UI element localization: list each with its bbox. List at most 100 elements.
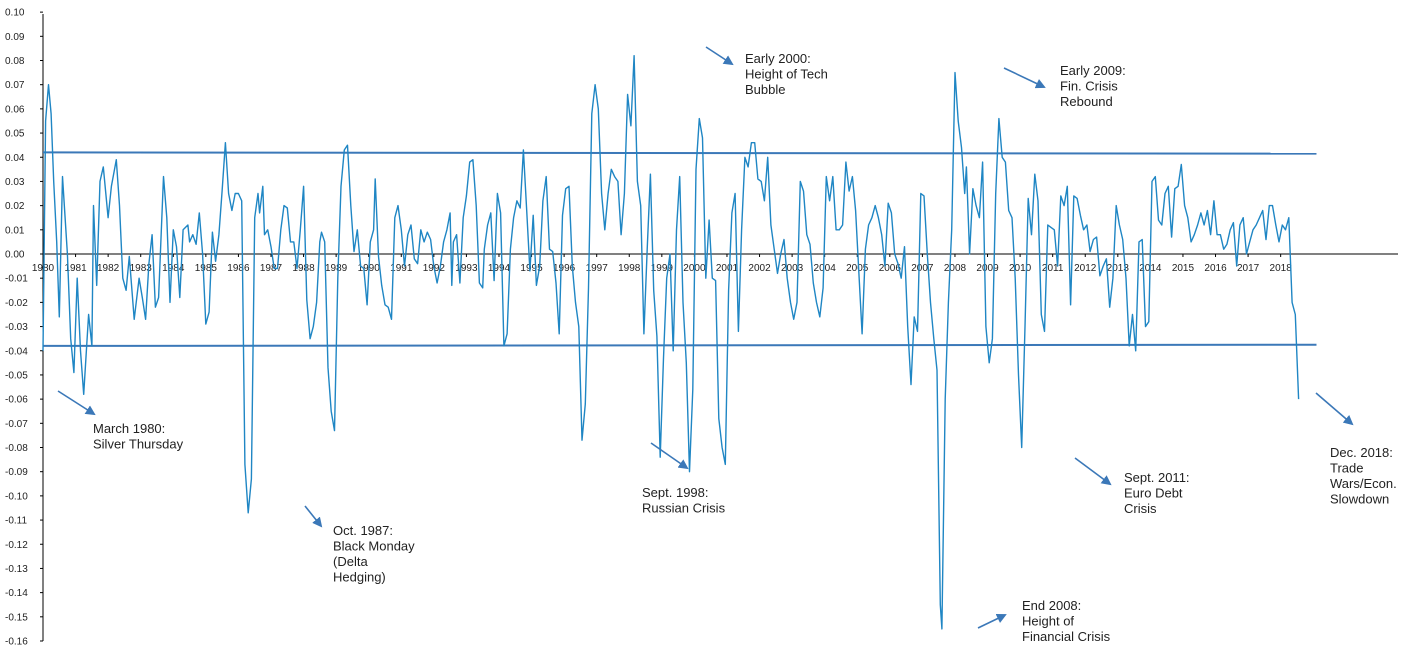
y-tick-label: 0.00 <box>5 250 25 261</box>
annotation-arrow <box>705 46 734 66</box>
annotation-arrow <box>304 505 323 528</box>
x-tick-label: 2003 <box>781 263 804 274</box>
y-tick-label: -0.13 <box>5 564 28 575</box>
annotation-text-line: Slowdown <box>1330 492 1389 507</box>
upper-threshold-line <box>42 151 1317 155</box>
x-tick-label: 2001 <box>716 263 739 274</box>
annotation-text-line: Early 2000: <box>745 51 811 66</box>
x-tick-label: 1994 <box>488 263 511 274</box>
annotation-arrow <box>1074 457 1112 486</box>
x-tick-label: 1991 <box>390 263 413 274</box>
x-tick-label: 2004 <box>814 263 837 274</box>
x-tick-label: 2016 <box>1204 263 1227 274</box>
x-tick-label: 1997 <box>586 263 609 274</box>
y-tick-label: 0.04 <box>5 153 25 164</box>
x-tick-label: 1995 <box>520 263 543 274</box>
series-group <box>42 55 1300 630</box>
annotation-text-line: Sept. 2011: <box>1124 470 1190 485</box>
annotation-silver-thursday: March 1980:Silver Thursday <box>57 390 184 452</box>
x-tick-label: 2018 <box>1270 263 1293 274</box>
y-tick-label: 0.08 <box>5 56 25 67</box>
y-tick-label: -0.09 <box>5 467 28 478</box>
annotation-text-line: (Delta <box>333 554 368 569</box>
x-tick-label: 2002 <box>748 263 771 274</box>
annotation-text-line: Financial Crisis <box>1022 629 1111 644</box>
y-tick-label: -0.05 <box>5 370 28 381</box>
annotation-text-line: Silver Thursday <box>93 437 184 452</box>
x-tick-label: 2013 <box>1107 263 1130 274</box>
x-tick-label: 1985 <box>195 263 218 274</box>
annotation-russian-crisis: Sept. 1998:Russian Crisis <box>642 442 726 516</box>
y-tick-label: -0.03 <box>5 322 28 333</box>
x-tick-label: 1982 <box>97 263 120 274</box>
x-tick-label: 2005 <box>846 263 869 274</box>
y-tick-label: -0.11 <box>5 516 27 527</box>
annotation-text-line: Height of <box>1022 614 1074 629</box>
annotation-arrow <box>1315 392 1354 426</box>
threshold-bands <box>42 151 1317 347</box>
y-tick-label: 0.03 <box>5 177 25 188</box>
lower-threshold-line <box>42 343 1317 347</box>
x-tick-label: 1993 <box>455 263 478 274</box>
x-tick-label: 2017 <box>1237 263 1260 274</box>
annotation-text-line: March 1980: <box>93 421 165 436</box>
annotation-text-line: Sept. 1998: <box>642 485 709 500</box>
x-tick-label: 2006 <box>879 263 902 274</box>
annotation-text-line: Russian Crisis <box>642 501 726 516</box>
x-tick-label: 1981 <box>64 263 87 274</box>
x-tick-label: 1998 <box>618 263 641 274</box>
y-tick-label: 0.09 <box>5 32 25 43</box>
y-tick-label: -0.01 <box>5 274 28 285</box>
y-tick-label: 0.02 <box>5 201 25 212</box>
annotation-text-line: Oct. 1987: <box>333 523 393 538</box>
annotation-arrow <box>1003 67 1046 89</box>
annotation-text-line: Trade <box>1330 461 1363 476</box>
x-tick-label: 2008 <box>944 263 967 274</box>
x-tick-label: 2011 <box>1042 263 1064 274</box>
annotation-text-line: Fin. Crisis <box>1060 79 1118 94</box>
y-tick-label: -0.02 <box>5 298 28 309</box>
annotation-text-line: Rebound <box>1060 94 1113 109</box>
y-tick-label: 0.07 <box>5 80 25 91</box>
y-tick-label: 0.06 <box>5 104 25 115</box>
y-tick-label: -0.12 <box>5 540 28 551</box>
annotation-text-line: Wars/Econ. <box>1330 476 1397 491</box>
x-tick-label: 2015 <box>1172 263 1195 274</box>
annotation-text-line: Crisis <box>1124 501 1157 516</box>
annotation-text-line: End 2008: <box>1022 598 1081 613</box>
y-tick-label: -0.07 <box>5 419 28 430</box>
x-tick-label: 1996 <box>553 263 576 274</box>
annotation-text-line: Height of Tech <box>745 67 828 82</box>
y-tick-label: -0.16 <box>5 637 28 648</box>
y-tick-label: 0.05 <box>5 129 25 140</box>
annotation-text-line: Hedging) <box>333 570 386 585</box>
x-tick-label: 1984 <box>162 263 185 274</box>
x-tick-label: 2010 <box>1009 263 1032 274</box>
y-tick-label: -0.04 <box>5 346 28 357</box>
annotation-text-line: Early 2009: <box>1060 63 1126 78</box>
annotation-arrow <box>57 390 96 416</box>
y-tick-label: 0.10 <box>5 8 25 19</box>
x-tick-label: 1989 <box>325 263 348 274</box>
annotation-text-line: Bubble <box>745 82 785 97</box>
y-tick-label: -0.08 <box>5 443 28 454</box>
y-tick-label: -0.06 <box>5 395 28 406</box>
annotations: March 1980:Silver Thursday Oct. 1987:Blac… <box>57 46 1397 644</box>
x-tick-label: 1988 <box>292 263 315 274</box>
annotation-text-line: Black Monday <box>333 539 415 554</box>
annotation-arrow <box>977 613 1007 629</box>
y-tick-label: -0.15 <box>5 612 28 623</box>
x-tick-label: 2007 <box>911 263 934 274</box>
y-tick-label: 0.01 <box>5 225 25 236</box>
x-tick-label: 1980 <box>32 263 55 274</box>
axes: 0.10 0.09 0.08 0.07 0.06 0.05 0.04 0.03 0.02 0.01… <box>5 8 1398 648</box>
x-tick-label: 1987 <box>260 263 283 274</box>
x-tick-label: 2009 <box>976 263 999 274</box>
